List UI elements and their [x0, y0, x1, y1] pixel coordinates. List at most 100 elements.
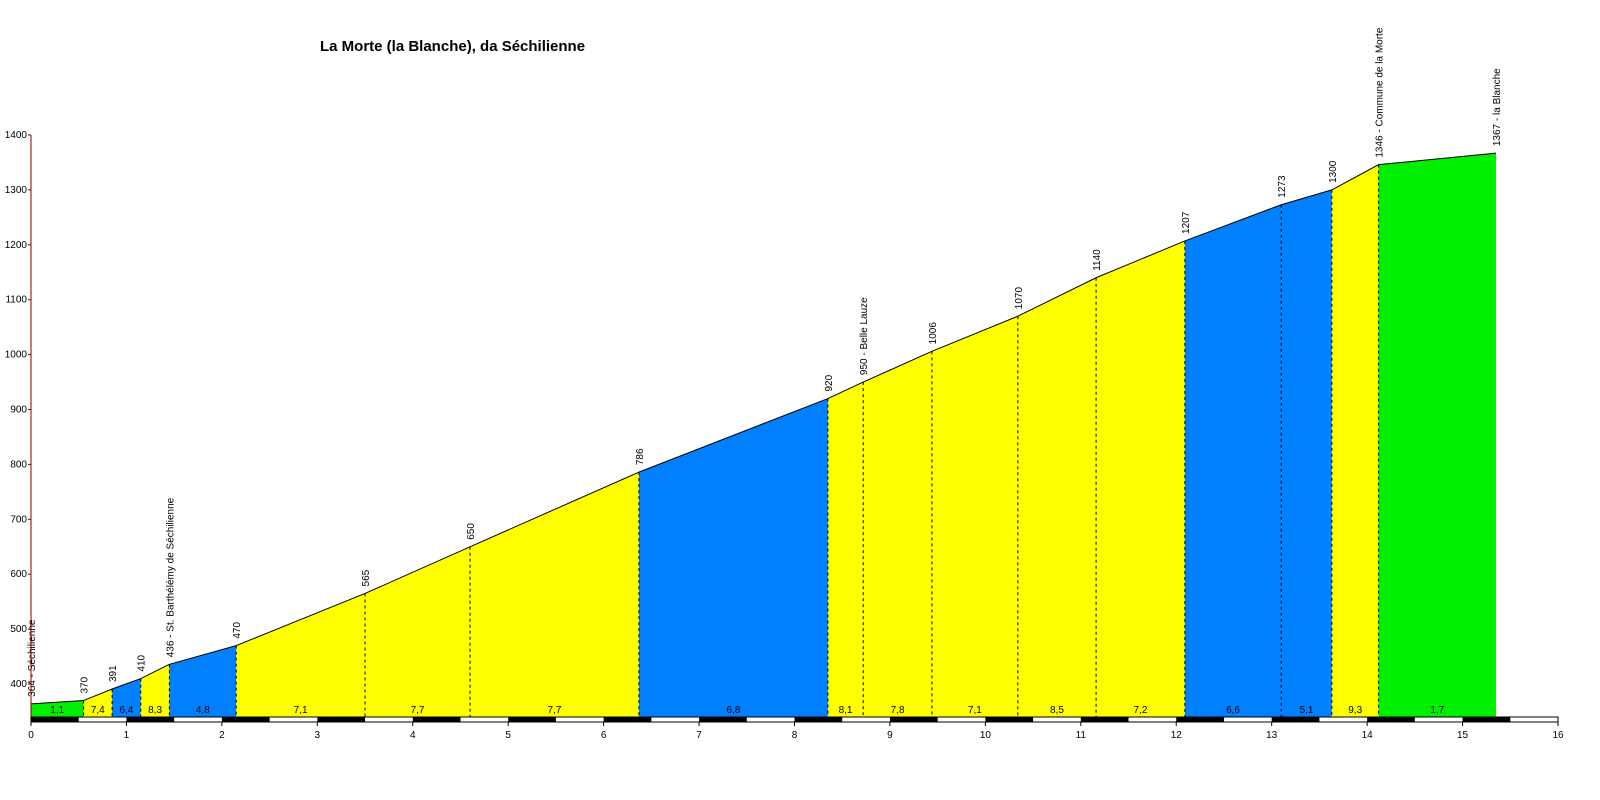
profile-segment	[863, 351, 932, 717]
y-tick-label: 900	[10, 405, 27, 416]
x-tick-label: 14	[1362, 730, 1374, 741]
scale-bar-block	[221, 717, 270, 722]
scale-bar-block	[1080, 717, 1129, 722]
x-tick-label: 13	[1266, 730, 1278, 741]
elevation-point-label: 436 - St. Barthélémy de Séchilienne	[165, 497, 176, 657]
elevation-point-label: 1140	[1092, 249, 1103, 271]
elevation-point-label: 370	[79, 676, 90, 693]
profile-segment	[931, 316, 1018, 717]
profile-line	[30, 152, 1497, 705]
profile-segment	[1281, 189, 1332, 718]
profile-segment	[140, 664, 170, 717]
x-tick-label: 1	[124, 730, 130, 741]
scale-bar-block	[985, 717, 1034, 722]
y-tick-label: 400	[10, 679, 27, 690]
x-tick-label: 11	[1076, 730, 1087, 741]
x-tick-label: 6	[601, 730, 607, 741]
y-tick-label: 1000	[5, 350, 28, 361]
profile-segment	[236, 593, 366, 717]
elevation-point-label: 950 - Belle Lauze	[859, 297, 870, 375]
x-tick-label: 7	[696, 730, 702, 741]
segment-gradient-label: 5,1	[1300, 705, 1314, 716]
segment-gradient-label: 7,7	[411, 705, 425, 716]
scale-bar-block	[1176, 717, 1224, 722]
segment-gradient-label: 7,7	[548, 705, 562, 716]
elevation-point-label: 650	[466, 523, 477, 540]
elevation-point-label: 364 - Séchilienne	[27, 619, 38, 697]
x-tick-label: 2	[219, 730, 225, 741]
profile-segment	[83, 688, 113, 717]
elevation-point-label: 470	[232, 621, 243, 638]
segment-gradient-label: 8,1	[839, 705, 853, 716]
scale-bar-block	[31, 717, 79, 722]
segment-gradient-label: 7,1	[968, 705, 982, 716]
segment-gradient-label: 8,3	[148, 705, 162, 716]
elevation-point-label: 1070	[1014, 287, 1025, 310]
scale-bar-block	[1462, 717, 1511, 722]
profile-segment	[169, 645, 237, 717]
profile-segment	[1096, 240, 1185, 717]
x-tick-label: 4	[410, 730, 416, 741]
profile-segment	[827, 382, 864, 717]
y-tick-label: 1300	[5, 185, 28, 196]
scale-bar-block	[126, 717, 175, 722]
y-tick-label: 1100	[5, 295, 27, 306]
profile-segment	[112, 678, 141, 717]
elevation-point-label: 391	[108, 665, 119, 682]
elevation-point-label: 1273	[1277, 175, 1288, 198]
scale-bar-block	[1271, 717, 1320, 722]
x-tick-label: 5	[505, 730, 511, 741]
elevation-point-label: 1367 - la Blanche	[1492, 68, 1503, 146]
segment-gradient-label: 7,8	[891, 705, 905, 716]
scale-bar-block	[1367, 717, 1415, 722]
profile-segment	[1331, 164, 1379, 718]
y-tick-label: 800	[10, 459, 27, 470]
segment-gradient-label: 1,1	[50, 705, 64, 716]
x-tick-label: 12	[1171, 730, 1183, 741]
elevation-point-label: 920	[824, 374, 835, 391]
x-tick-label: 8	[792, 730, 798, 741]
profile-segment	[1378, 153, 1496, 717]
scale-bar-block	[889, 717, 938, 722]
scale-bar-block	[412, 717, 461, 722]
y-tick-label: 1400	[5, 130, 28, 141]
scale-bar-block	[317, 717, 366, 722]
segment-gradient-label: 8,5	[1050, 705, 1064, 716]
x-tick-label: 0	[28, 730, 34, 741]
segment-gradient-label: 7,4	[91, 705, 105, 716]
y-tick-label: 600	[10, 569, 27, 580]
elevation-point-label: 1300	[1328, 160, 1339, 183]
elevation-point-label: 1207	[1181, 211, 1192, 234]
elevation-point-label: 786	[635, 448, 646, 465]
x-tick-label: 9	[887, 730, 893, 741]
profile-segment	[1184, 204, 1282, 717]
segment-gradient-label: 1,7	[1430, 705, 1444, 716]
segment-gradient-label: 6,8	[726, 705, 740, 716]
scale-bar-block	[508, 717, 556, 722]
elevation-point-label: 1346 - Commune de la Morte	[1375, 27, 1386, 158]
profile-segment	[638, 398, 828, 717]
x-tick-label: 16	[1552, 730, 1564, 741]
segment-gradient-label: 9,3	[1348, 705, 1362, 716]
scale-bar-block	[699, 717, 747, 722]
scale-bar-block	[794, 717, 843, 722]
profile-segment	[365, 546, 471, 717]
scale-bar-block	[603, 717, 652, 722]
x-tick-label: 15	[1457, 730, 1469, 741]
profile-segment	[470, 472, 639, 717]
chart-title: La Morte (la Blanche), da Séchilienne	[320, 38, 586, 55]
segment-gradient-label: 6,4	[119, 705, 133, 716]
segment-gradient-label: 6,6	[1226, 705, 1240, 716]
segment-gradient-label: 7,1	[294, 705, 308, 716]
profile-segment	[31, 700, 84, 717]
y-tick-label: 500	[10, 624, 27, 635]
elevation-point-label: 565	[361, 569, 372, 586]
x-tick-label: 3	[315, 730, 321, 741]
segment-gradient-label: 4,8	[196, 705, 210, 716]
elevation-point-label: 410	[137, 654, 148, 671]
elevation-point-label: 1006	[928, 322, 939, 345]
profile-segment	[1017, 277, 1097, 717]
segment-gradient-label: 7,2	[1134, 705, 1148, 716]
x-tick-label: 10	[980, 730, 992, 741]
